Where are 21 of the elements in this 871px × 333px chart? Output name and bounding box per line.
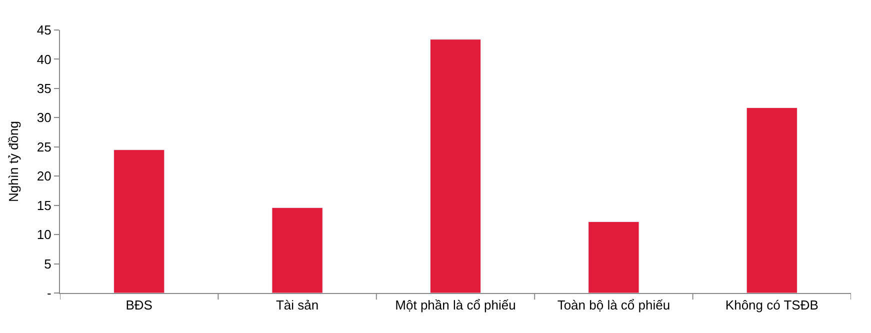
y-axis-title: Nghìn tỷ đồng	[6, 121, 21, 202]
x-tick-label: Không có TSĐB	[725, 298, 818, 313]
y-tick-label: 40	[36, 52, 52, 67]
y-tick-label: 15	[36, 198, 52, 213]
bar	[588, 221, 640, 293]
x-tick-label: Toàn bộ là cổ phiếu	[557, 298, 670, 313]
y-tick-label: -	[47, 286, 52, 301]
y-tick-label: 35	[36, 80, 52, 96]
x-tick-label: BĐS	[126, 298, 153, 313]
bar	[272, 207, 323, 293]
y-tick-label: 10	[36, 227, 52, 242]
bar	[114, 150, 165, 293]
y-tick-label: 20	[36, 168, 52, 184]
y-tick-label: 25	[36, 139, 52, 154]
bar	[430, 39, 482, 293]
y-tick-label: 5	[44, 256, 52, 272]
bar	[746, 107, 798, 293]
x-tick-label: Một phần là cổ phiếu	[395, 298, 516, 313]
y-tick-label: 45	[36, 22, 52, 38]
y-tick-label: 30	[36, 110, 52, 126]
x-tick-label: Tài sản	[276, 298, 319, 313]
